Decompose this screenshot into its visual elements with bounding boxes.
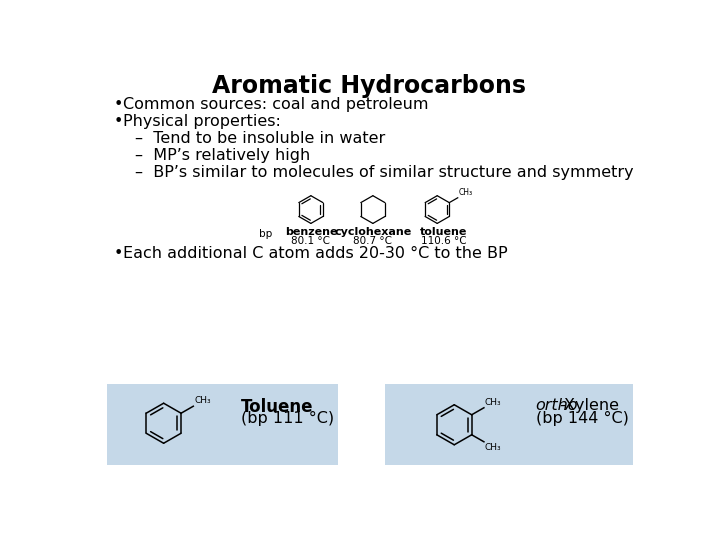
Text: •: • (113, 246, 122, 261)
Text: Common sources: coal and petroleum: Common sources: coal and petroleum (123, 97, 429, 112)
Text: bp: bp (259, 229, 272, 239)
FancyBboxPatch shape (384, 384, 632, 465)
Text: CH₃: CH₃ (485, 443, 501, 451)
Text: (bp 144 °C): (bp 144 °C) (536, 410, 629, 426)
Text: CH₃: CH₃ (459, 188, 472, 197)
Text: benzene: benzene (284, 227, 337, 237)
Text: –  Tend to be insoluble in water: – Tend to be insoluble in water (135, 131, 385, 146)
Text: Physical properties:: Physical properties: (123, 114, 282, 129)
Text: –  BP’s similar to molecules of similar structure and symmetry: – BP’s similar to molecules of similar s… (135, 165, 634, 180)
Text: Aromatic Hydrocarbons: Aromatic Hydrocarbons (212, 74, 526, 98)
Text: Each additional C atom adds 20-30 °C to the BP: Each additional C atom adds 20-30 °C to … (123, 246, 508, 261)
Text: Toluene: Toluene (241, 398, 314, 416)
Text: •: • (113, 114, 122, 129)
FancyBboxPatch shape (107, 384, 338, 465)
Text: CH₃: CH₃ (194, 396, 211, 406)
Text: 110.6 °C: 110.6 °C (420, 236, 467, 246)
Text: •: • (113, 97, 122, 112)
Text: (bp 111 °C): (bp 111 °C) (241, 410, 334, 426)
Text: ortho: ortho (536, 398, 578, 413)
Text: toluene: toluene (420, 227, 467, 237)
Text: cyclohexane: cyclohexane (334, 227, 412, 237)
Text: 80.7 °C: 80.7 °C (354, 236, 392, 246)
Text: -Xylene: -Xylene (559, 398, 619, 413)
Text: –  MP’s relatively high: – MP’s relatively high (135, 148, 310, 163)
Text: 80.1 °C: 80.1 °C (292, 236, 330, 246)
Text: CH₃: CH₃ (485, 398, 501, 407)
